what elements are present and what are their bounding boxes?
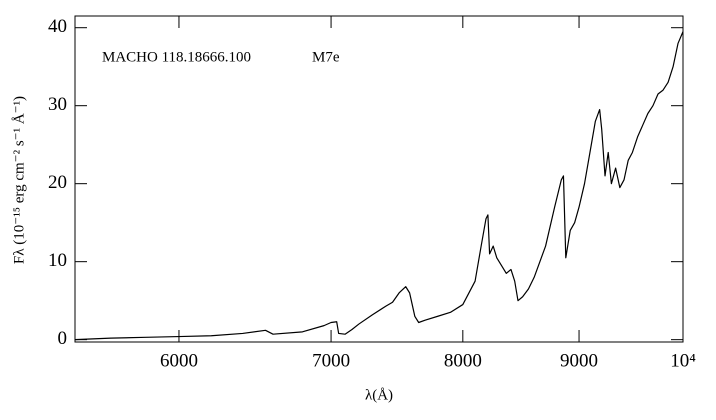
y-axis-label: Fλ (10⁻¹⁵ erg cm⁻² s⁻¹ Å⁻¹) (11, 96, 27, 264)
y-tick-label: 40 (48, 16, 67, 37)
x-tick-label: 6000 (160, 350, 198, 371)
x-tick-label: 8000 (444, 350, 482, 371)
plot-frame (74, 15, 684, 343)
y-tick-label: 20 (48, 172, 67, 193)
x-tick-label: 7000 (312, 350, 350, 371)
y-tick-label: 10 (48, 250, 67, 271)
annotation: MACHO 118.18666.100 (102, 49, 251, 65)
x-tick-label: 10⁴ (670, 350, 696, 371)
x-axis-label: λ(Å) (365, 387, 393, 403)
annotation: M7e (312, 49, 340, 65)
x-tick-label: 9000 (560, 350, 598, 371)
spectrum-line (74, 31, 684, 341)
y-tick-label: 30 (48, 94, 67, 115)
y-tick-label: 0 (58, 328, 68, 349)
